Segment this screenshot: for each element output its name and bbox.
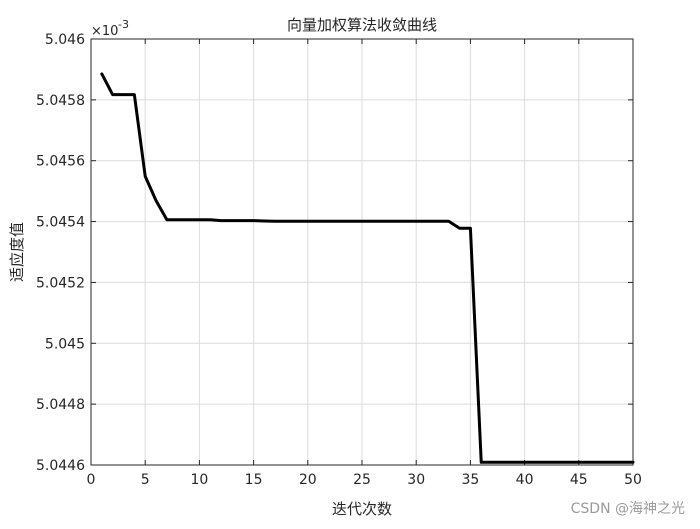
series-lines [100,72,635,464]
watermark: CSDN @海神之光 [571,501,685,517]
x-tick-label: 0 [87,472,96,488]
y-tick-label: 5.0456 [36,154,85,170]
x-tick-label: 20 [299,472,317,488]
x-tick-label: 35 [461,472,479,488]
y-tick-label: 5.0454 [36,215,85,231]
y-axis-exponent: ×10 -3 [91,18,129,39]
chart-title: 向量加权算法收敛曲线 [287,16,437,34]
x-tick-label: 45 [570,472,588,488]
x-tick-label: 50 [624,472,642,488]
y-tick-label: 5.0446 [36,458,85,474]
x-tick-label: 25 [353,472,371,488]
y-tick-label: 5.0448 [36,397,85,413]
x-tick-label: 30 [407,472,425,488]
y-tick-label: 5.0452 [36,275,85,291]
x-tick-label: 40 [516,472,534,488]
y-axis-exponent-power: -3 [118,18,129,31]
grid-lines [91,39,633,465]
x-tick-label: 15 [245,472,263,488]
y-tick-label: 5.045 [45,336,85,352]
x-tick-label: 10 [190,472,208,488]
x-tick-label: 5 [141,472,150,488]
y-axis-exponent-base: ×10 [91,24,118,39]
series-line [100,72,635,464]
y-tick-label: 5.046 [45,32,85,48]
tick-labels: 0 5 10 15 20 25 30 35 40 45 50 5.0446 5.0448 5.045 5.0… [36,32,642,488]
y-axis-label: 适应度值 [8,222,26,282]
y-tick-label: 5.0458 [36,93,85,109]
x-axis-label: 迭代次数 [332,500,392,518]
